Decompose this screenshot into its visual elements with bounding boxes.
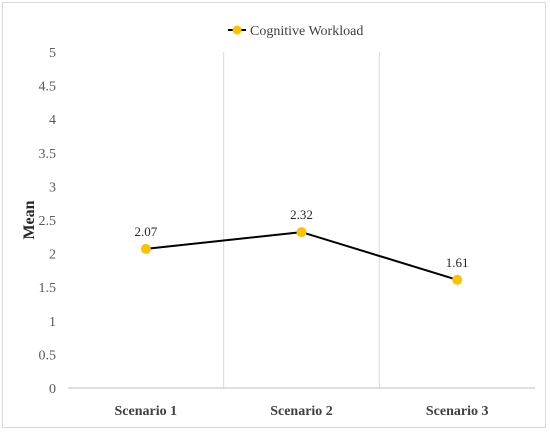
- y-tick-label: 0: [49, 382, 56, 397]
- y-axis-ticks: 0 0.5 1 1.5 2 2.5 3 3.5 4 4.5 5: [39, 46, 57, 397]
- y-tick-label: 4.5: [39, 80, 57, 95]
- data-label: 1.61: [446, 255, 469, 270]
- data-labels: 2.07 2.32 1.61: [134, 207, 468, 270]
- legend-marker-swatch: [232, 25, 242, 35]
- x-category-label: Scenario 1: [115, 404, 178, 419]
- y-tick-label: 3: [49, 180, 56, 195]
- series-cognitive-workload: [140, 227, 463, 285]
- y-tick-label: 4: [49, 113, 56, 128]
- y-tick-label: 2: [49, 248, 56, 263]
- y-tick-label: 1: [49, 315, 56, 330]
- data-point: [140, 243, 151, 254]
- data-point: [452, 274, 463, 285]
- chart-frame: [2, 2, 546, 428]
- y-tick-label: 0.5: [39, 348, 57, 363]
- y-tick-label: 5: [49, 46, 56, 61]
- y-tick-label: 3.5: [39, 147, 57, 162]
- legend-label: Cognitive Workload: [250, 24, 363, 39]
- legend: Cognitive Workload: [228, 24, 363, 39]
- data-label: 2.07: [134, 224, 157, 239]
- series-line: [145, 231, 458, 281]
- y-axis-label: Mean: [21, 200, 38, 239]
- gridlines: [223, 52, 380, 388]
- data-point: [296, 227, 307, 238]
- data-label: 2.32: [290, 207, 313, 222]
- x-category-label: Scenario 3: [426, 404, 489, 419]
- y-tick-label: 2.5: [39, 214, 57, 229]
- x-axis-categories: Scenario 1 Scenario 2 Scenario 3: [115, 404, 489, 419]
- x-category-label: Scenario 2: [270, 404, 333, 419]
- y-tick-label: 1.5: [39, 281, 57, 296]
